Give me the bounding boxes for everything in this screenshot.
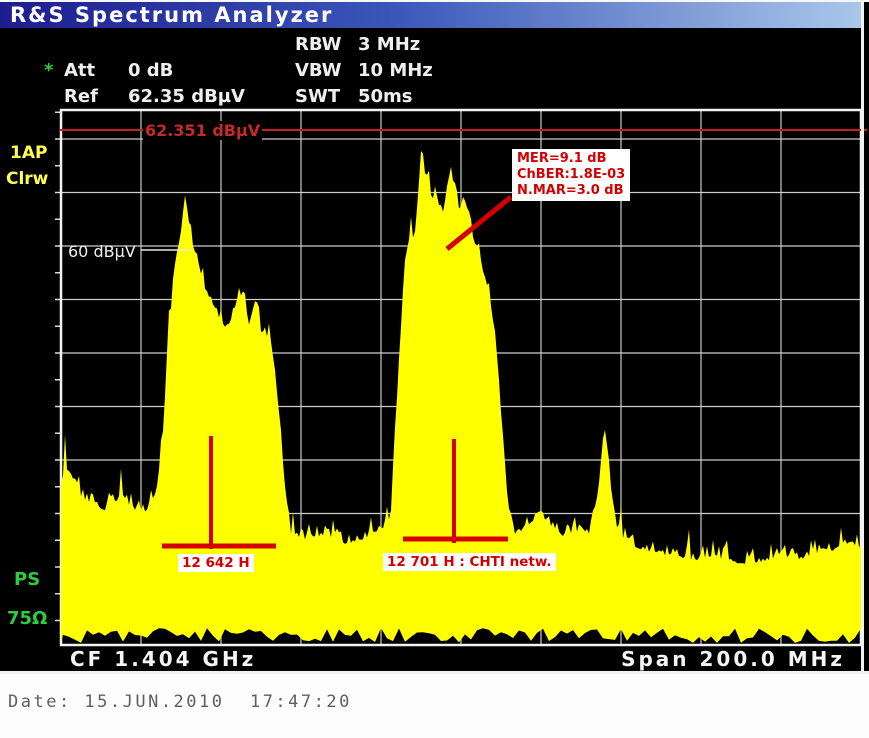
swt-value: 50ms <box>358 86 413 107</box>
swt-label: SWT <box>295 86 341 107</box>
trace-mode-label: 1AP <box>10 143 48 163</box>
rbw-value: 3 MHz <box>358 34 421 55</box>
att-label: Att <box>64 60 96 81</box>
spectrum-analyzer-screen: R&S Spectrum Analyzer * Att 0 dB Ref 62.… <box>0 0 869 671</box>
ref-value: 62.35 dBµV <box>128 86 245 107</box>
window-edge-top <box>0 0 869 2</box>
spectrum-trace <box>61 151 861 643</box>
impedance-label: 75Ω <box>7 608 48 629</box>
chber-value: ChBER:1.8E-03 <box>517 167 626 182</box>
vbw-label: VBW <box>295 60 342 81</box>
marker2-label: 12 701 H : CHTI netw. <box>383 553 556 571</box>
att-coupled-indicator: * <box>44 60 54 81</box>
window-edge-bottom <box>0 671 869 674</box>
mer-annotation-box: MER=9.1 dB ChBER:1.8E-03 N.MAR=3.0 dB <box>512 149 631 201</box>
title-bar: R&S Spectrum Analyzer <box>0 2 861 28</box>
center-frequency-readout: CF 1.404 GHz <box>70 647 257 671</box>
date-time-stamp: Date: 15.JUN.2010 17:47:20 <box>8 692 352 712</box>
detector-label: Clrw <box>6 169 49 189</box>
window-edge-right <box>861 0 864 671</box>
vbw-value: 10 MHz <box>358 60 433 81</box>
level-annotation-label: 60 dBµV <box>68 242 136 261</box>
ref-label: Ref <box>64 86 98 107</box>
span-readout: Span 200.0 MHz <box>621 647 845 671</box>
att-value: 0 dB <box>128 60 174 81</box>
marker1-label: 12 642 H <box>178 554 254 572</box>
noise-margin-value: N.MAR=3.0 dB <box>517 183 624 198</box>
footer-bar: CF 1.404 GHz Span 200.0 MHz <box>0 647 861 671</box>
mer-callout-line <box>445 195 513 251</box>
window-title: R&S Spectrum Analyzer <box>10 3 334 27</box>
mer-value: MER=9.1 dB <box>517 151 607 166</box>
ref-line-value-label: 62.351 dBµV <box>143 121 263 140</box>
preselector-label: PS <box>14 569 41 590</box>
rbw-label: RBW <box>295 34 342 55</box>
